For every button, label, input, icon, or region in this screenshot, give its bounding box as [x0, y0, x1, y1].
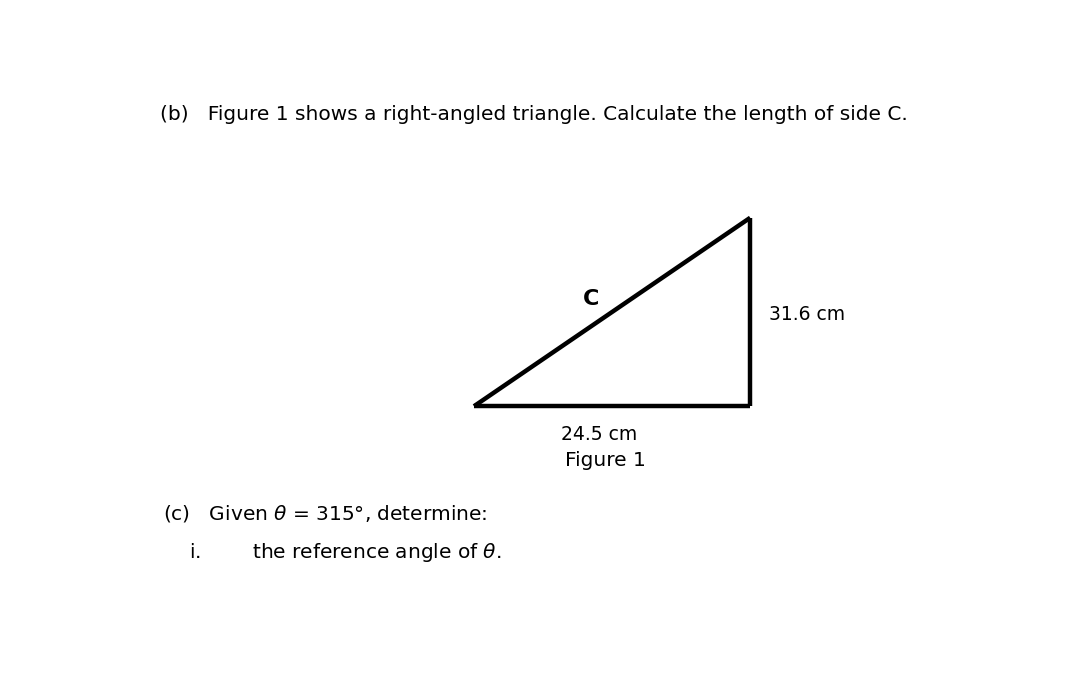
- Text: C: C: [583, 289, 599, 309]
- Text: 24.5 cm: 24.5 cm: [562, 424, 637, 443]
- Text: Figure 1: Figure 1: [565, 451, 646, 470]
- Text: (c)   Given $\theta$ = 315$\degree$, determine:: (c) Given $\theta$ = 315$\degree$, deter…: [163, 503, 487, 524]
- Text: i.        the reference angle of $\theta$.: i. the reference angle of $\theta$.: [189, 541, 502, 564]
- Text: (b)   Figure 1 shows a right-angled triangle. Calculate the length of side C.: (b) Figure 1 shows a right-angled triang…: [160, 105, 908, 124]
- Text: 31.6 cm: 31.6 cm: [769, 305, 845, 324]
